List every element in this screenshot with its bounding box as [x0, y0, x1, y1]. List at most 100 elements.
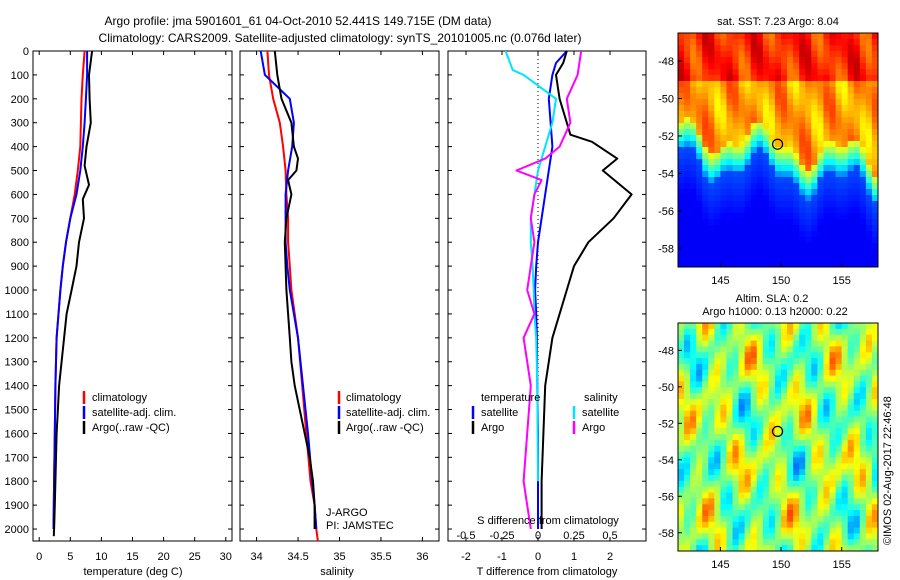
heatmap-cell	[768, 69, 776, 76]
heatmap-cell	[756, 457, 764, 464]
heatmap-cell	[702, 498, 709, 505]
heatmap-cell	[756, 153, 764, 160]
heatmap-cell	[774, 171, 782, 178]
heatmap-cell	[865, 334, 873, 342]
heatmap-cell	[799, 527, 806, 535]
heatmap-cell	[817, 410, 825, 418]
heatmap-cell	[708, 445, 715, 453]
heatmap-cell	[774, 231, 782, 238]
heatmap-cell	[847, 393, 855, 400]
heatmap-cell	[732, 99, 740, 106]
heatmap-cell	[859, 434, 867, 441]
x-tick-label: -1	[497, 551, 507, 563]
heatmap-cell	[853, 45, 861, 52]
heatmap-cell	[678, 129, 685, 136]
heatmap-cell	[720, 75, 728, 82]
heatmap-cell	[768, 486, 776, 494]
x-tick-label: 34	[250, 551, 262, 563]
heatmap-cell	[714, 539, 722, 546]
legend-label-s-satellite: satellite	[582, 407, 619, 419]
heatmap-cell	[768, 533, 776, 540]
heatmap-cell	[865, 99, 873, 106]
heatmap-cell	[678, 141, 685, 148]
heatmap-cell	[781, 346, 788, 353]
heatmap-cell	[781, 261, 788, 267]
heatmap-cell	[690, 393, 697, 400]
heatmap-cell	[817, 243, 825, 250]
heatmap-cell	[781, 141, 788, 148]
heatmap-cell	[726, 189, 734, 196]
heatmap-cell	[847, 521, 855, 529]
heatmap-cell	[738, 165, 746, 172]
heatmap-cell	[793, 219, 800, 226]
heatmap-cell	[799, 521, 806, 529]
heatmap-cell	[750, 261, 758, 267]
heatmap-cell	[787, 177, 794, 184]
heatmap-cell	[726, 545, 734, 551]
heatmap-cell	[871, 63, 878, 70]
heatmap-cell	[744, 492, 752, 499]
heatmap-cell	[768, 416, 776, 423]
heatmap-cell	[762, 141, 770, 148]
heatmap-cell	[708, 183, 715, 190]
heatmap-cell	[847, 510, 855, 517]
heatmap-cell	[841, 463, 849, 470]
heatmap-cell	[774, 439, 782, 447]
heatmap-cell	[738, 346, 746, 353]
heatmap-cell	[732, 439, 740, 447]
heatmap-cell	[853, 469, 861, 476]
heatmap-cell	[781, 189, 788, 196]
heatmap-cell	[744, 457, 752, 464]
heatmap-cell	[708, 393, 715, 400]
heatmap-cell	[793, 111, 800, 118]
heatmap-cell	[750, 69, 758, 76]
heatmap-cell	[726, 93, 734, 100]
heatmap-cell	[726, 451, 734, 459]
heatmap-cell	[774, 75, 782, 82]
heatmap-cell	[841, 45, 849, 52]
heatmap-cell	[726, 434, 734, 441]
legend-label-climatology: climatology	[346, 392, 402, 404]
heatmap-cell	[823, 416, 831, 423]
heatmap-cell	[744, 404, 752, 412]
heatmap-cell	[817, 45, 825, 52]
heatmap-cell	[744, 328, 752, 336]
heatmap-cell	[678, 195, 685, 202]
depth-tick-label: 300	[11, 118, 29, 130]
heatmap-cell	[690, 527, 697, 535]
heatmap-cell	[859, 486, 867, 494]
heatmap-cell	[847, 201, 855, 208]
heatmap-cell	[720, 334, 728, 342]
heatmap-cell	[750, 486, 758, 494]
heatmap-cell	[750, 404, 758, 412]
heatmap-cell	[853, 492, 861, 499]
heatmap-cell	[738, 369, 746, 377]
heatmap-cell	[702, 375, 709, 383]
heatmap-cell	[750, 381, 758, 388]
heatmap-cell	[690, 177, 697, 184]
sst-map-panel: sat. SST: 7.23 Argo: 8.04 145 150 155-48-5…	[658, 16, 879, 287]
heatmap-cell	[871, 117, 878, 124]
heatmap-cell	[774, 129, 782, 136]
heatmap-cell	[811, 213, 818, 220]
x-tick-label: 2	[607, 551, 613, 563]
heatmap-cell	[714, 352, 722, 359]
heatmap-cell	[762, 533, 770, 540]
heatmap-cell	[793, 515, 800, 523]
heatmap-cell	[859, 363, 867, 371]
heatmap-cell	[678, 510, 685, 517]
heatmap-cell	[690, 334, 697, 342]
heatmap-cell	[756, 195, 764, 202]
heatmap-cell	[720, 195, 728, 202]
heatmap-cell	[714, 393, 722, 400]
heatmap-cell	[811, 123, 818, 130]
heatmap-cell	[684, 545, 691, 551]
heatmap-cell	[750, 363, 758, 371]
heatmap-cell	[714, 249, 722, 256]
heatmap-cell	[835, 99, 843, 106]
heatmap-cell	[732, 527, 740, 535]
heatmap-cell	[835, 111, 843, 118]
s-tick-label: 0.25	[563, 530, 584, 542]
heatmap-cell	[871, 147, 878, 154]
heatmap-cell	[817, 225, 825, 232]
